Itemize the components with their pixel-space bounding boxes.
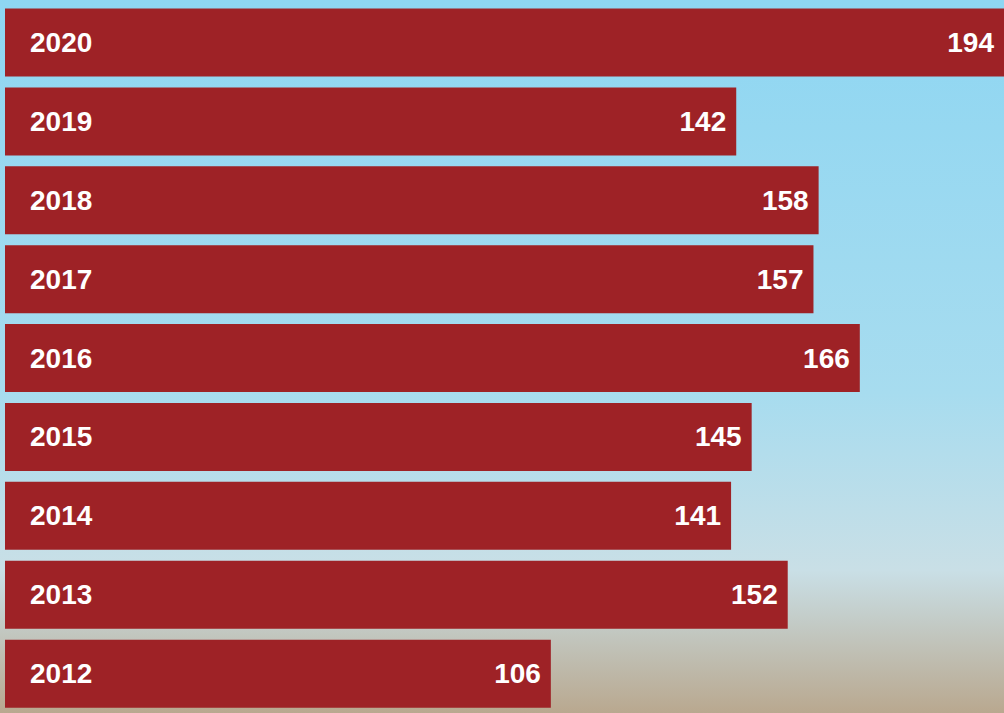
svg-text:2015: 2015 xyxy=(30,421,92,452)
svg-text:142: 142 xyxy=(680,106,727,137)
svg-text:157: 157 xyxy=(757,264,804,295)
svg-text:152: 152 xyxy=(731,579,778,610)
svg-text:2013: 2013 xyxy=(30,579,92,610)
svg-text:194: 194 xyxy=(947,27,994,58)
svg-text:2012: 2012 xyxy=(30,658,92,689)
svg-text:106: 106 xyxy=(494,658,541,689)
svg-text:2019: 2019 xyxy=(30,106,92,137)
svg-text:145: 145 xyxy=(695,421,742,452)
svg-text:2017: 2017 xyxy=(30,264,92,295)
svg-text:2020: 2020 xyxy=(30,27,92,58)
svg-text:2016: 2016 xyxy=(30,343,92,374)
svg-text:2014: 2014 xyxy=(30,500,93,531)
svg-text:158: 158 xyxy=(762,185,809,216)
svg-text:2018: 2018 xyxy=(30,185,92,216)
svg-text:141: 141 xyxy=(674,500,721,531)
svg-text:166: 166 xyxy=(803,343,850,374)
